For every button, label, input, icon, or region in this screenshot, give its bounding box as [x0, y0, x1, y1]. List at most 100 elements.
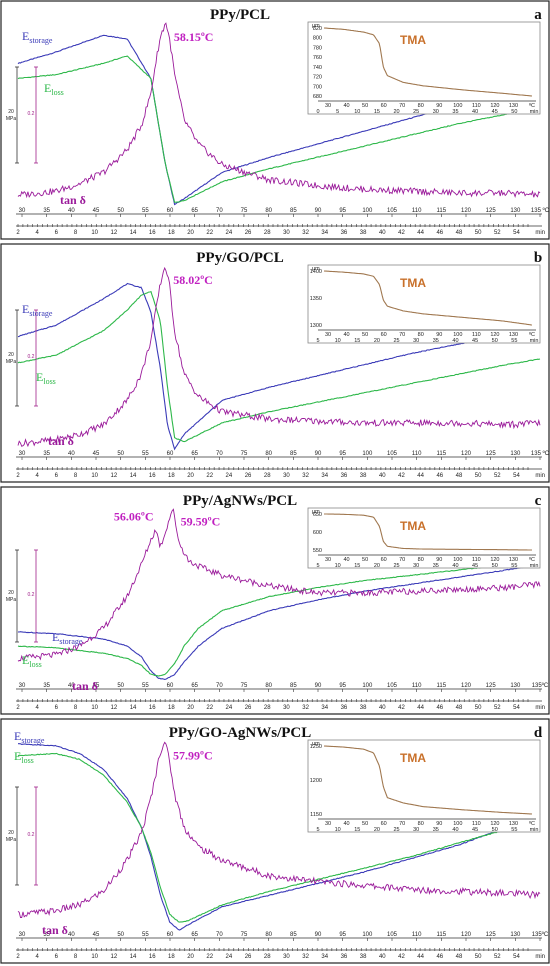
- tma-time-tick-label: 30: [413, 338, 419, 344]
- temp-tick-label: 105: [387, 451, 398, 457]
- time-tick-label: 20: [187, 954, 194, 960]
- tma-time-tick-label: min: [530, 109, 539, 115]
- temp-tick-label: 115: [437, 208, 447, 214]
- time-tick-label: 52: [494, 954, 501, 960]
- time-tick-label: 6: [55, 705, 59, 711]
- tma-temp-tick-label: 70: [399, 821, 405, 827]
- time-tick-label: 20: [187, 230, 194, 236]
- temp-tick-label: 60: [167, 451, 174, 457]
- tma-label: TMA: [400, 519, 426, 533]
- time-tick-label: 28: [264, 230, 271, 236]
- tma-unit-label: µm: [312, 741, 320, 747]
- tma-unit-label: µm: [312, 509, 320, 515]
- tma-temp-tick-label: 100: [453, 103, 462, 109]
- tma-time-tick-label: 35: [452, 109, 458, 115]
- e-scale-value: 20: [8, 590, 14, 596]
- panel-d-svg: 30 35 40 45 50 55 60 65 70 75 80 85 90 95 100 105 110 115…: [0, 718, 550, 964]
- temp-tick-label: 130: [510, 208, 521, 214]
- tma-y-tick-label: 740: [313, 65, 322, 71]
- tma-y-tick-label: 1150: [310, 812, 322, 818]
- temp-tick-label: 120: [461, 208, 472, 214]
- tma-inset: [307, 21, 541, 115]
- series-line-tan-delta: [17, 508, 541, 662]
- time-tick-label: 10: [91, 230, 98, 236]
- temp-tick-label: 125: [486, 932, 497, 938]
- time-tick-label: 54: [513, 705, 520, 711]
- time-tick-label: 16: [149, 705, 156, 711]
- temp-tick-label: 90: [315, 451, 322, 457]
- time-unit-label: min: [535, 230, 545, 236]
- temp-tick-label: 30: [19, 932, 26, 938]
- legend-loss: Eloss: [36, 370, 56, 386]
- temp-tick-label: 115: [437, 683, 447, 689]
- tma-temp-tick-label: 120: [490, 332, 499, 338]
- temp-tick-label: 125: [486, 208, 497, 214]
- time-tick-label: 46: [436, 954, 443, 960]
- legend-storage: Estorage: [22, 302, 53, 318]
- time-tick-label: 48: [456, 473, 463, 479]
- temp-tick-label: 85: [290, 451, 297, 457]
- temp-tick-label: 50: [117, 932, 124, 938]
- time-tick-label: 18: [168, 473, 175, 479]
- tma-time-tick-label: 20: [374, 338, 380, 344]
- temp-tick-label: 30: [19, 683, 26, 689]
- temp-tick-label: 85: [290, 932, 297, 938]
- series-line-storage: [17, 563, 541, 680]
- e-scale-value: 20: [8, 830, 14, 836]
- temp-tick-label: 35: [43, 683, 50, 689]
- time-tick-label: 4: [36, 473, 40, 479]
- tma-time-tick-label: 10: [335, 563, 341, 569]
- temp-tick-label: 35: [43, 932, 50, 938]
- temp-tick-label: 85: [290, 683, 297, 689]
- time-tick-label: 12: [111, 954, 118, 960]
- tan-scale-value: 0.2: [28, 111, 35, 117]
- panel-title: PPy/PCL: [210, 7, 270, 23]
- tma-curve: [323, 745, 533, 815]
- tma-time-tick-label: 25: [393, 827, 399, 833]
- tma-temp-tick-label: 100: [453, 821, 462, 827]
- time-tick-label: 36: [341, 705, 348, 711]
- tma-inset: [307, 739, 541, 833]
- time-tick-label: 10: [91, 473, 98, 479]
- tma-time-tick-label: 25: [393, 563, 399, 569]
- temp-tick-label: 40: [68, 932, 75, 938]
- tma-time-tick-label: 45: [492, 109, 498, 115]
- time-tick-label: 54: [513, 954, 520, 960]
- temp-tick-label: 30: [19, 208, 26, 214]
- tan-scale-value: 0.2: [28, 832, 35, 838]
- tma-temp-tick-label: 60: [381, 821, 387, 827]
- temp-tick-label: 120: [461, 451, 472, 457]
- time-tick-label: 8: [74, 954, 78, 960]
- time-tick-label: 50: [475, 954, 482, 960]
- time-tick-label: 30: [283, 954, 290, 960]
- tma-temp-tick-label: 60: [381, 332, 387, 338]
- tma-time-tick-label: 30: [433, 109, 439, 115]
- tma-y-tick-label: 550: [313, 548, 322, 554]
- time-tick-label: 46: [436, 473, 443, 479]
- tma-temp-tick-label: 110: [472, 332, 481, 338]
- temp-tick-label: 65: [191, 451, 198, 457]
- time-tick-label: 2: [16, 230, 20, 236]
- tma-y-tick-label: 820: [313, 26, 322, 32]
- time-tick-label: 42: [398, 473, 405, 479]
- tma-time-tick-label: 5: [316, 563, 319, 569]
- panel-d: 30 35 40 45 50 55 60 65 70 75 80 85 90 95 100 105 110 115…: [0, 718, 550, 964]
- time-tick-label: 36: [341, 473, 348, 479]
- time-tick-label: 40: [379, 473, 386, 479]
- time-tick-label: 32: [302, 230, 309, 236]
- time-tick-label: 26: [245, 230, 252, 236]
- temp-tick-label: 80: [265, 208, 272, 214]
- temp-tick-label: 90: [315, 208, 322, 214]
- time-tick-label: 48: [456, 705, 463, 711]
- time-tick-label: 12: [111, 230, 118, 236]
- tma-temp-tick-label: 120: [490, 557, 499, 563]
- time-tick-label: 16: [149, 473, 156, 479]
- time-tick-label: 30: [283, 230, 290, 236]
- panel-letter: a: [534, 7, 542, 23]
- tma-y-tick-label: 1350: [310, 296, 322, 302]
- temp-tick-label: 70: [216, 208, 223, 214]
- time-tick-label: 44: [417, 954, 424, 960]
- time-tick-label: 46: [436, 705, 443, 711]
- tma-curve: [323, 27, 533, 97]
- temp-tick-label: 115: [437, 932, 447, 938]
